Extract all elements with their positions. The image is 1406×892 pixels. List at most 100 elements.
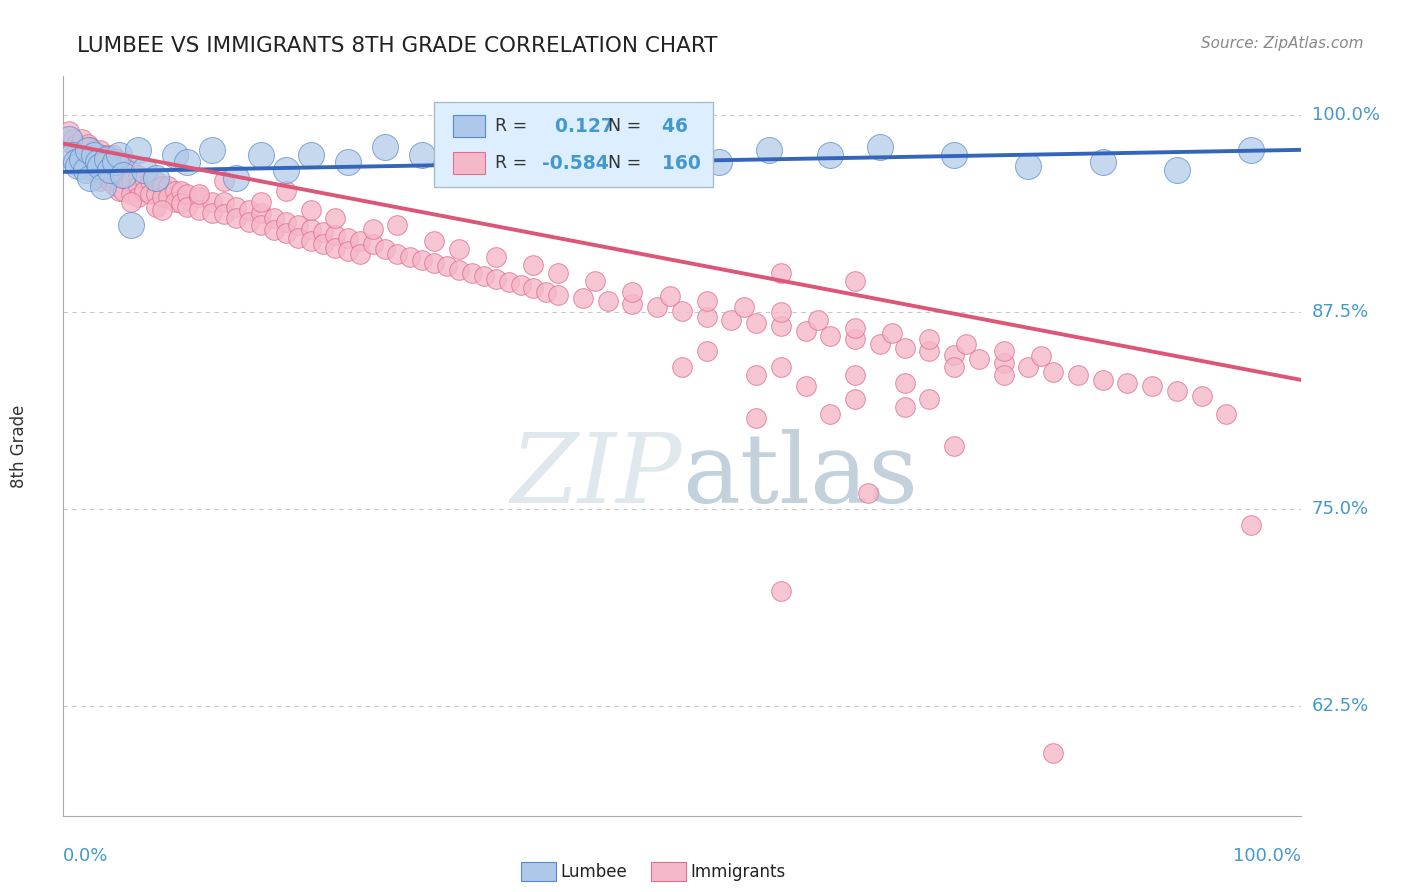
Text: Immigrants: Immigrants: [690, 863, 786, 880]
Bar: [453, 115, 485, 137]
Point: [79, 147, 101, 161]
Point: [83, 147, 105, 161]
Point: [250, 194, 273, 209]
Point: [1166, 163, 1188, 178]
Point: [188, 190, 211, 204]
Point: [844, 321, 866, 335]
Text: 0.127: 0.127: [543, 117, 614, 136]
Point: [707, 155, 730, 169]
Point: [955, 336, 977, 351]
Point: [485, 272, 508, 286]
Point: [993, 368, 1015, 383]
Point: [299, 147, 322, 161]
Point: [77, 143, 100, 157]
Point: [150, 179, 173, 194]
Point: [163, 147, 186, 161]
Point: [91, 147, 114, 161]
Point: [98, 163, 121, 178]
Bar: [453, 152, 485, 174]
Point: [176, 200, 198, 214]
Point: [449, 262, 471, 277]
Point: [325, 211, 347, 225]
Point: [101, 171, 124, 186]
Point: [769, 305, 792, 319]
Point: [108, 171, 131, 186]
Point: [96, 147, 118, 161]
Point: [460, 266, 482, 280]
Point: [943, 439, 966, 453]
Point: [188, 202, 211, 217]
Point: [645, 301, 668, 315]
Point: [918, 392, 941, 406]
Point: [621, 285, 644, 299]
Point: [534, 143, 557, 157]
Bar: [651, 862, 686, 881]
Point: [869, 336, 891, 351]
Point: [89, 143, 111, 157]
Point: [70, 143, 93, 157]
Point: [943, 147, 966, 161]
Point: [83, 163, 105, 178]
Point: [62, 132, 84, 146]
Point: [89, 153, 111, 167]
Text: 46: 46: [648, 117, 688, 136]
Point: [120, 163, 142, 178]
Point: [398, 250, 420, 264]
Text: 160: 160: [648, 153, 700, 173]
Point: [696, 344, 718, 359]
Point: [70, 153, 93, 167]
Point: [150, 202, 173, 217]
Point: [89, 163, 111, 178]
Point: [547, 266, 569, 280]
Point: [65, 143, 87, 157]
Point: [769, 360, 792, 375]
Point: [79, 159, 101, 173]
Text: R =: R =: [495, 117, 527, 136]
Point: [943, 360, 966, 375]
Point: [77, 163, 100, 178]
Point: [596, 294, 619, 309]
Point: [361, 237, 384, 252]
Point: [274, 163, 297, 178]
Point: [361, 221, 384, 235]
Point: [139, 186, 162, 201]
Text: R =: R =: [495, 154, 527, 172]
Point: [117, 163, 139, 178]
Point: [820, 408, 842, 422]
Point: [856, 486, 879, 500]
Point: [127, 190, 149, 204]
Point: [111, 159, 134, 173]
Point: [139, 174, 162, 188]
Point: [287, 219, 309, 233]
Point: [108, 159, 131, 173]
Bar: [522, 862, 555, 881]
Point: [75, 159, 97, 173]
Point: [67, 139, 90, 153]
Point: [75, 163, 97, 178]
Point: [510, 278, 533, 293]
Point: [1191, 388, 1213, 402]
Point: [132, 163, 155, 178]
Point: [918, 344, 941, 359]
Point: [844, 274, 866, 288]
Text: LUMBEE VS IMMIGRANTS 8TH GRADE CORRELATION CHART: LUMBEE VS IMMIGRANTS 8TH GRADE CORRELATI…: [77, 36, 718, 55]
Point: [89, 159, 111, 173]
Point: [374, 139, 396, 153]
Point: [98, 153, 121, 167]
Point: [83, 143, 105, 157]
Point: [769, 319, 792, 334]
Text: 8th Grade: 8th Grade: [10, 404, 28, 488]
Text: 75.0%: 75.0%: [1312, 500, 1369, 518]
Point: [299, 234, 322, 248]
Point: [104, 166, 127, 180]
Point: [104, 155, 127, 169]
Point: [869, 139, 891, 153]
Point: [671, 303, 693, 318]
Point: [312, 237, 335, 252]
Text: Source: ZipAtlas.com: Source: ZipAtlas.com: [1201, 36, 1364, 51]
Point: [1116, 376, 1139, 390]
Point: [120, 194, 142, 209]
Point: [170, 196, 193, 211]
Point: [893, 342, 915, 356]
Point: [263, 223, 285, 237]
